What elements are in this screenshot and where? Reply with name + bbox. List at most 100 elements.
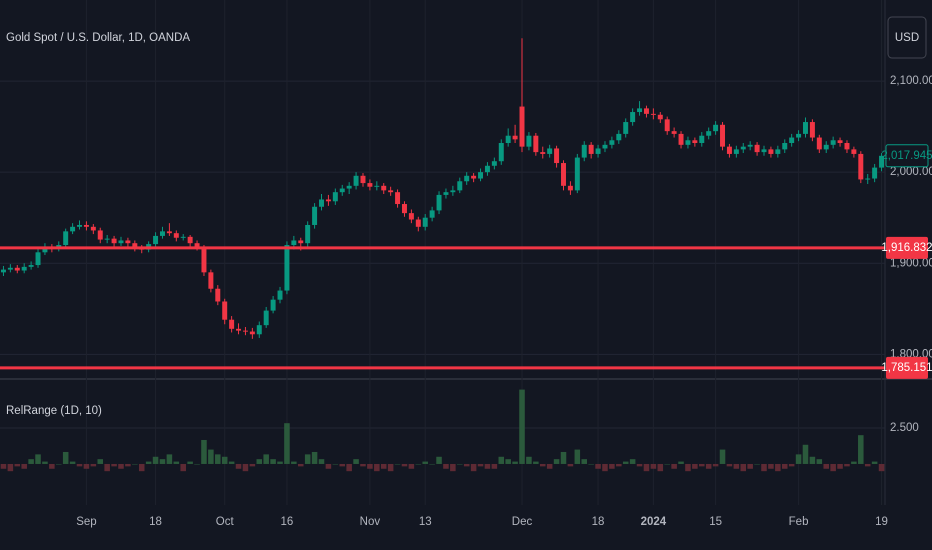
candle-body <box>789 137 795 144</box>
indicator-bar <box>533 461 539 464</box>
currency[interactable]: USD <box>895 32 919 44</box>
indicator-bar <box>844 463 850 467</box>
candle-body <box>77 224 83 227</box>
indicator-bar <box>747 463 753 469</box>
indicator-bar <box>712 463 719 467</box>
indicator-bar <box>450 463 456 472</box>
indicator-bar <box>726 463 733 467</box>
candle-body <box>415 219 421 227</box>
indicator-bar <box>705 463 712 469</box>
indicator-bar <box>795 454 802 464</box>
indicator-bar <box>457 463 463 465</box>
candle-body <box>533 135 539 153</box>
indicator-bar <box>297 463 304 467</box>
candle-body <box>768 149 774 154</box>
candle-body <box>104 238 110 240</box>
candle-body <box>637 108 643 113</box>
indicator-bar <box>574 449 581 464</box>
candle-body <box>346 185 352 189</box>
indicator-bar <box>463 463 470 467</box>
candle-body <box>699 135 705 144</box>
candle-body <box>353 175 359 186</box>
indicator-bar <box>864 463 871 467</box>
chart-title: Gold Spot / U.S. Dollar, 1D, OANDA <box>6 32 190 44</box>
indicator-bar <box>429 463 435 465</box>
indicator-bar <box>311 451 318 464</box>
candle-body <box>505 135 511 144</box>
indicator-bar <box>69 461 76 464</box>
candle-body <box>865 178 871 180</box>
indicator-bar <box>685 463 691 472</box>
x-tick-label: 16 <box>281 516 294 528</box>
indicator-bar <box>125 463 131 467</box>
candle-body <box>526 135 532 147</box>
indicator-bar <box>346 463 352 472</box>
candle-body <box>374 185 380 187</box>
indicator-bar <box>380 463 387 469</box>
candle-body <box>540 152 546 154</box>
candle-body <box>616 133 622 141</box>
indicator-bar <box>111 463 117 467</box>
candle-body <box>733 149 739 154</box>
candle-body <box>339 188 345 193</box>
candle-body <box>602 144 608 149</box>
candle-body <box>125 240 131 244</box>
candle-body <box>325 199 331 202</box>
indicator-bar <box>208 449 214 464</box>
currency-button[interactable] <box>887 16 927 59</box>
candle-body <box>312 206 318 225</box>
indicator-bar <box>35 454 41 464</box>
indicator-bar <box>477 463 484 467</box>
indicator-bar <box>353 459 359 464</box>
indicator-bar <box>560 451 567 464</box>
candle-body <box>685 140 691 145</box>
candle-body <box>664 119 670 132</box>
indicator-bar <box>636 463 643 467</box>
indicator-bar <box>643 463 650 472</box>
indicator-bar <box>187 461 193 464</box>
indicator-bar <box>152 456 159 464</box>
candle-body <box>360 175 366 184</box>
price-label-box <box>886 356 928 379</box>
candle-body <box>21 266 27 271</box>
indicator-bar <box>498 456 505 464</box>
candle-body <box>332 192 338 202</box>
indicator-bar <box>699 463 705 467</box>
candle-body <box>277 290 283 300</box>
indicator-bar <box>394 463 401 465</box>
candle-body <box>588 144 594 154</box>
candle-body <box>609 140 615 145</box>
last-price-label: 2,017.945 <box>881 150 932 162</box>
candle-body <box>491 161 497 166</box>
candle-body <box>581 144 587 158</box>
marks <box>0 0 885 505</box>
candle-body <box>879 155 885 168</box>
indicator-bar <box>761 463 767 472</box>
candle-body <box>844 143 850 150</box>
candle-body <box>623 122 629 134</box>
candle-body <box>194 243 200 247</box>
indicator-bar <box>768 463 774 469</box>
indicator-bar <box>256 459 263 464</box>
indicator-bar <box>159 459 166 464</box>
candle-body <box>574 157 580 191</box>
indicator-bar <box>602 463 608 472</box>
indicator-bar <box>678 461 684 464</box>
indicator-title: RelRange (1D, 10) <box>6 405 102 417</box>
candle-body <box>173 233 179 238</box>
candle-body <box>443 192 449 195</box>
candle-body <box>208 272 214 289</box>
candle-body <box>388 190 394 193</box>
indicator-bar <box>221 456 228 464</box>
candle-body <box>42 246 48 253</box>
candle-body <box>201 246 207 273</box>
y-tick-label: 1,900.000 <box>890 257 932 269</box>
candle-body <box>284 245 290 291</box>
indicator-bar <box>118 463 124 469</box>
candle-body <box>242 330 248 332</box>
indicator-bar <box>277 461 283 464</box>
x-tick-label: 18 <box>592 516 605 528</box>
price-label-box <box>886 236 928 259</box>
indicator-bar <box>802 444 809 464</box>
